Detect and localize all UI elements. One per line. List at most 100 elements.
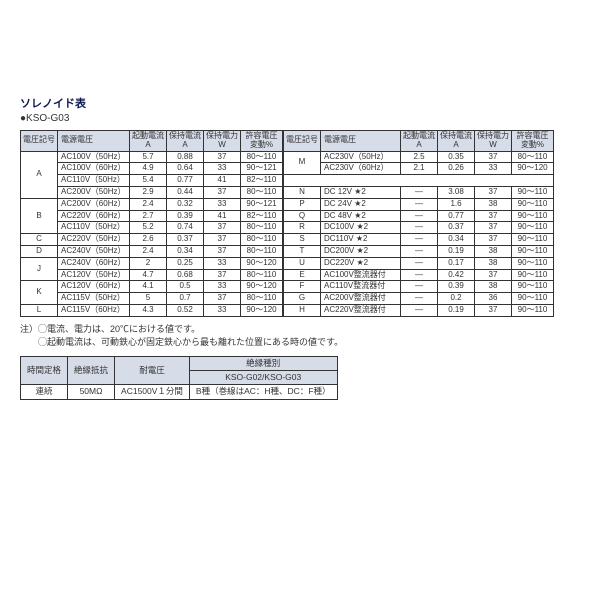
cell: — <box>401 293 438 305</box>
cell: 41 <box>204 175 241 187</box>
table-row: AC110V（50Hz）5.40.774182～110 <box>21 175 283 187</box>
cell: 90～110 <box>512 222 554 234</box>
cell: AC115V（60Hz） <box>58 304 130 316</box>
th-insulation-class: 絶縁種別 <box>189 356 337 370</box>
cell: 2.7 <box>130 210 167 222</box>
cell: 0.7 <box>167 293 204 305</box>
cell: — <box>401 304 438 316</box>
cell: 0.34 <box>167 245 204 257</box>
voltage-code: Q <box>284 210 321 222</box>
cell: 0.74 <box>167 222 204 234</box>
column-header: 電源電圧 <box>58 131 130 152</box>
cell: 37 <box>475 234 512 246</box>
cell: 0.42 <box>438 269 475 281</box>
cell: 36 <box>475 293 512 305</box>
cell: 37 <box>204 269 241 281</box>
voltage-code: D <box>21 245 58 257</box>
cell: 0.77 <box>438 210 475 222</box>
table-row: FAC110V整流器付—0.393890～110 <box>284 281 554 293</box>
table-row: AC230V（60Hz）2.10.263390～120 <box>284 163 554 175</box>
cell: AC110V（50Hz） <box>58 222 130 234</box>
table-row: HAC220V整流器付—0.193790～110 <box>284 304 554 316</box>
cell: 90～110 <box>512 245 554 257</box>
cell: DC 12V ★2 <box>321 186 401 198</box>
cell: 33 <box>475 163 512 175</box>
cell: 4.3 <box>130 304 167 316</box>
column-header: 保持電流A <box>167 131 204 152</box>
voltage-code: R <box>284 222 321 234</box>
table-row: AC100V（60Hz）4.90.643390～121 <box>21 163 283 175</box>
cell: 90～110 <box>512 269 554 281</box>
cell: AC200V（50Hz） <box>58 186 130 198</box>
table-title: ソレノイド表 <box>20 95 580 111</box>
cell: 37 <box>475 269 512 281</box>
cell: 80～110 <box>241 269 283 281</box>
cell: 37 <box>475 304 512 316</box>
voltage-code: L <box>21 304 58 316</box>
cell: AC120V（60Hz） <box>58 281 130 293</box>
cell: 0.52 <box>167 304 204 316</box>
table-row: LAC115V（60Hz）4.30.523390～120 <box>21 304 283 316</box>
cell: 90～110 <box>512 234 554 246</box>
voltage-code: J <box>21 257 58 281</box>
left-table: 電圧記号電源電圧起動電流A保持電流A保持電力W許容電圧変動%AAC100V（50… <box>20 130 283 317</box>
cell: AC120V（50Hz） <box>58 269 130 281</box>
cell: 0.5 <box>167 281 204 293</box>
table-row: AAC100V（50Hz）5.70.883780～110 <box>21 151 283 163</box>
column-header: 電圧記号 <box>284 131 321 152</box>
note-line: 注）◯電流、電力は、20℃における値です。 <box>20 323 580 337</box>
cell: DC 24V ★2 <box>321 198 401 210</box>
table-row: CAC220V（50Hz）2.60.373780～110 <box>21 234 283 246</box>
notes: 注）◯電流、電力は、20℃における値です。 ◯起動電流は、可動鉄心が固定鉄心から… <box>20 323 580 350</box>
th-time-rating: 時間定格 <box>21 356 68 385</box>
cell: 0.37 <box>167 234 204 246</box>
cell: — <box>401 210 438 222</box>
cell: AC200V（60Hz） <box>58 198 130 210</box>
table-row: GAC200V整流器付—0.23690～110 <box>284 293 554 305</box>
cell: 33 <box>204 163 241 175</box>
cell: — <box>401 222 438 234</box>
cell: 0.37 <box>438 222 475 234</box>
cell: 0.32 <box>167 198 204 210</box>
cell: AC100V（60Hz） <box>58 163 130 175</box>
voltage-code: M <box>284 151 321 175</box>
cell: 0.88 <box>167 151 204 163</box>
cell: 33 <box>204 198 241 210</box>
cell: AC100V整流器付 <box>321 269 401 281</box>
voltage-code: F <box>284 281 321 293</box>
td-value: 連続 <box>21 385 68 399</box>
cell: — <box>401 269 438 281</box>
cell: 0.39 <box>438 281 475 293</box>
voltage-code: A <box>21 151 58 198</box>
cell: — <box>401 245 438 257</box>
cell: — <box>401 234 438 246</box>
cell: 90～110 <box>512 304 554 316</box>
cell: 82～110 <box>241 175 283 187</box>
cell: AC220V整流器付 <box>321 304 401 316</box>
column-header: 電圧記号 <box>21 131 58 152</box>
table-row: SDC110V ★2—0.343790～110 <box>284 234 554 246</box>
column-header: 保持電力W <box>475 131 512 152</box>
cell: AC115V（50Hz） <box>58 293 130 305</box>
cell: — <box>401 186 438 198</box>
cell: 0.64 <box>167 163 204 175</box>
cell: 80～110 <box>241 186 283 198</box>
th-insulation-resistance: 絶縁抵抗 <box>68 356 115 385</box>
table-row: AC220V（60Hz）2.70.394182～110 <box>21 210 283 222</box>
cell: 37 <box>204 245 241 257</box>
table-row: MAC230V（50Hz）2.50.353780～110 <box>284 151 554 163</box>
cell: 90～110 <box>512 186 554 198</box>
table-row: AC115V（50Hz）50.73780～110 <box>21 293 283 305</box>
voltage-code: T <box>284 245 321 257</box>
cell: 0.44 <box>167 186 204 198</box>
cell: DC110V ★2 <box>321 234 401 246</box>
column-header: 保持電流A <box>438 131 475 152</box>
cell: 37 <box>204 186 241 198</box>
voltage-code: C <box>21 234 58 246</box>
cell: — <box>401 198 438 210</box>
note-line: ◯起動電流は、可動鉄心が固定鉄心から最も離れた位置にある時の値です。 <box>20 336 580 350</box>
table-row: TDC200V ★2—0.193890～110 <box>284 245 554 257</box>
cell: 0.19 <box>438 245 475 257</box>
cell: 90～110 <box>512 257 554 269</box>
cell: 33 <box>204 304 241 316</box>
